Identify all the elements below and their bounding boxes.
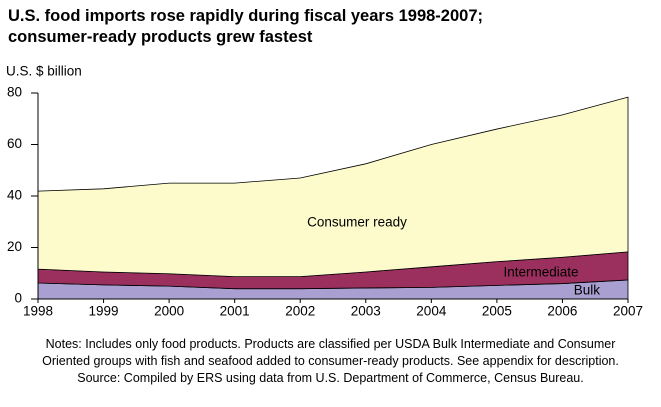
- y-tick-label: 80: [7, 85, 22, 100]
- y-tick-label: 60: [7, 136, 22, 151]
- y-tick-label: 0: [14, 291, 22, 306]
- series-label: Consumer ready: [307, 215, 407, 230]
- x-tick-label: 2006: [547, 304, 577, 319]
- x-tick-label: 1998: [23, 304, 53, 319]
- series-label: Bulk: [574, 283, 601, 298]
- y-axis-label: U.S. $ billion: [6, 64, 82, 79]
- area: [37, 96, 629, 277]
- source: Source: Compiled by ERS using data from …: [77, 371, 584, 385]
- x-tick-label: 2000: [154, 304, 184, 319]
- notes-block: Notes: Includes only food products. Prod…: [0, 336, 661, 387]
- y-tick-label: 20: [7, 239, 22, 254]
- x-tick-label: 2003: [351, 304, 381, 319]
- x-tick-label: 2002: [285, 304, 315, 319]
- x-tick-label: 1999: [89, 304, 119, 319]
- x-tick-label: 2005: [482, 304, 512, 319]
- x-tick-label: 2001: [220, 304, 250, 319]
- notes: Notes: Includes only food products. Prod…: [42, 337, 619, 368]
- y-tick-label: 40: [7, 188, 22, 203]
- chart-title: U.S. food imports rose rapidly during fi…: [8, 7, 483, 46]
- x-tick-label: 2004: [416, 304, 447, 319]
- series-label: Intermediate: [503, 265, 578, 280]
- x-tick-label: 2007: [613, 304, 643, 319]
